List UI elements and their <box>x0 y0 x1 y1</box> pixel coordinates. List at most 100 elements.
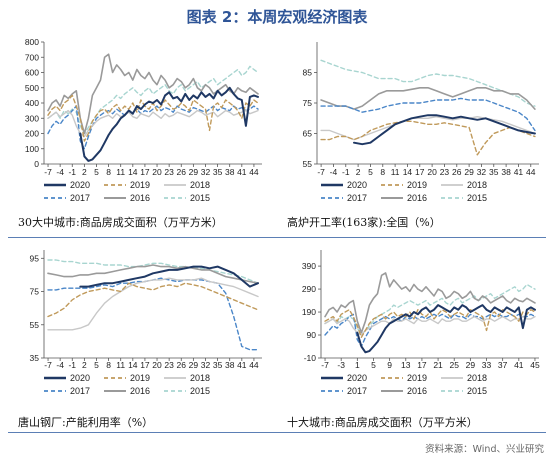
legend-label-2017: 2017 <box>70 193 90 203</box>
legend-label-2018: 2018 <box>190 180 210 190</box>
y-tick-label: 400 <box>25 98 39 108</box>
series-line-2018 <box>320 115 536 141</box>
y-tick-label: 290 <box>302 284 316 294</box>
legend-label-2020: 2020 <box>70 373 90 383</box>
x-tick-label: 29 <box>189 360 199 370</box>
series-line-2017 <box>47 277 259 351</box>
x-tick-label: 5 <box>94 167 99 177</box>
x-tick-label: -1 <box>68 167 76 177</box>
y-tick-label: 65 <box>303 129 313 139</box>
series-line-2016 <box>324 272 536 334</box>
x-tick-label: 14 <box>403 167 413 177</box>
x-tick-label: 2 <box>82 167 87 177</box>
x-tick-label: 14 <box>128 167 138 177</box>
y-tick-label: 75 <box>30 287 40 297</box>
y-tick-label: 390 <box>302 261 316 271</box>
series-line-2015 <box>320 59 536 107</box>
legend-label-2016: 2016 <box>130 193 150 203</box>
chart-svg: -10 90 190 290 390 -7 -3 1 5 9 13 17 21 25 29 33 37 41 45 2… <box>302 250 540 396</box>
y-tick-label: 200 <box>25 129 39 139</box>
series-line-2019 <box>320 120 536 156</box>
legend-label-2015: 2015 <box>190 386 210 396</box>
x-tick-label: 5 <box>368 167 373 177</box>
source-note: 资料来源：Wind、兴业研究 <box>425 444 544 455</box>
y-tick-label: 55 <box>303 159 313 169</box>
x-tick-label: 14 <box>128 360 138 370</box>
legend-label-2020: 2020 <box>347 373 367 383</box>
x-tick-label: 5 <box>371 360 376 370</box>
x-tick-label: -4 <box>330 167 338 177</box>
x-tick-label: 23 <box>164 167 174 177</box>
chart-svg: 0 100 200 300 400 500 600 700 800 -7 -4 -1 2 5 8 11 14 17… <box>25 37 262 203</box>
x-tick-label: 33 <box>482 360 492 370</box>
legend-label-2019: 2019 <box>130 180 150 190</box>
x-tick-label: 32 <box>201 360 211 370</box>
x-tick-label: 29 <box>189 167 199 177</box>
x-tick-label: 26 <box>177 360 187 370</box>
chart-caption: 高炉开工率(163家):全国（%） <box>287 216 441 229</box>
x-tick-label: -7 <box>321 360 329 370</box>
x-tick-label: 35 <box>213 360 223 370</box>
x-tick-label: -1 <box>342 167 350 177</box>
x-tick-label: 23 <box>164 360 174 370</box>
y-tick-label: 300 <box>25 113 39 123</box>
y-tick-label: 100 <box>25 144 39 154</box>
x-tick-label: 38 <box>225 360 235 370</box>
y-tick-label: 35 <box>30 353 40 363</box>
x-tick-label: 44 <box>249 167 259 177</box>
x-tick-label: 17 <box>140 360 150 370</box>
x-tick-label: 25 <box>449 360 459 370</box>
x-tick-label: 44 <box>249 360 259 370</box>
series-line-2020 <box>79 265 259 288</box>
y-tick-label: 75 <box>303 98 313 108</box>
x-tick-label: 8 <box>106 360 111 370</box>
y-tick-label: 500 <box>25 83 39 93</box>
series-line-2016 <box>47 264 259 285</box>
series-line-2016 <box>320 86 536 110</box>
x-tick-label: 21 <box>433 360 443 370</box>
x-tick-label: 41 <box>514 167 524 177</box>
legend-label-2016: 2016 <box>407 386 427 396</box>
x-tick-label: 35 <box>489 167 499 177</box>
x-tick-label: 38 <box>225 167 235 177</box>
x-tick-label: 35 <box>213 167 223 177</box>
legend-label-2020: 2020 <box>70 180 90 190</box>
x-tick-label: 17 <box>417 360 427 370</box>
legend-label-2015: 2015 <box>467 386 487 396</box>
chart-panel-10-city-sales: -10 90 190 290 390 -7 -3 1 5 9 13 17 21 25 29 33 37 41 45 2… <box>277 240 554 408</box>
x-tick-label: 11 <box>116 167 125 177</box>
y-tick-label: 190 <box>302 307 316 317</box>
y-tick-label: 90 <box>307 330 317 340</box>
x-tick-label: 17 <box>140 167 150 177</box>
x-tick-label: 44 <box>526 167 536 177</box>
x-tick-label: 8 <box>106 167 111 177</box>
x-tick-label: 37 <box>498 360 508 370</box>
x-tick-label: 9 <box>387 360 392 370</box>
legend-label-2018: 2018 <box>467 180 487 190</box>
series-line-2016 <box>47 53 259 135</box>
x-tick-label: 41 <box>237 167 247 177</box>
x-tick-label: -3 <box>337 360 345 370</box>
legend-label-2015: 2015 <box>190 193 210 203</box>
x-tick-label: 38 <box>501 167 511 177</box>
y-tick-label: 0 <box>34 159 39 169</box>
x-tick-label: 2 <box>82 360 87 370</box>
chart-panel-tangshan-steel: 35 55 75 95 -7 -4 -1 2 5 8 11 14 17 20 23 26 29 32 35 38 41 4… <box>0 240 277 408</box>
page-title: 图表 2：本周宏观经济图表 <box>186 8 368 26</box>
x-tick-label: 13 <box>401 360 411 370</box>
legend-label-2019: 2019 <box>407 373 427 383</box>
x-tick-label: 41 <box>237 360 247 370</box>
x-tick-label: 45 <box>530 360 540 370</box>
legend-label-2018: 2018 <box>190 373 210 383</box>
x-tick-label: 29 <box>464 167 474 177</box>
legend-label-2015: 2015 <box>467 193 487 203</box>
series-line-2020 <box>353 114 536 146</box>
chart-panel-30-city-sales: 0 100 200 300 400 500 600 700 800 -7 -4 -1 2 5 8 11 14 17… <box>0 30 277 215</box>
x-tick-label: 5 <box>94 360 99 370</box>
x-tick-label: -4 <box>56 167 64 177</box>
x-tick-label: 41 <box>514 360 524 370</box>
y-tick-label: -10 <box>304 353 317 363</box>
chart-panel-blast-furnace: 55 65 75 85 -7 -4 -1 2 5 8 11 14 17 20 23 26 29 32 35 38 41 4… <box>277 30 554 215</box>
chart-caption: 十大城市:商品房成交面积（万平方米） <box>287 416 478 429</box>
x-tick-label: 32 <box>201 167 211 177</box>
